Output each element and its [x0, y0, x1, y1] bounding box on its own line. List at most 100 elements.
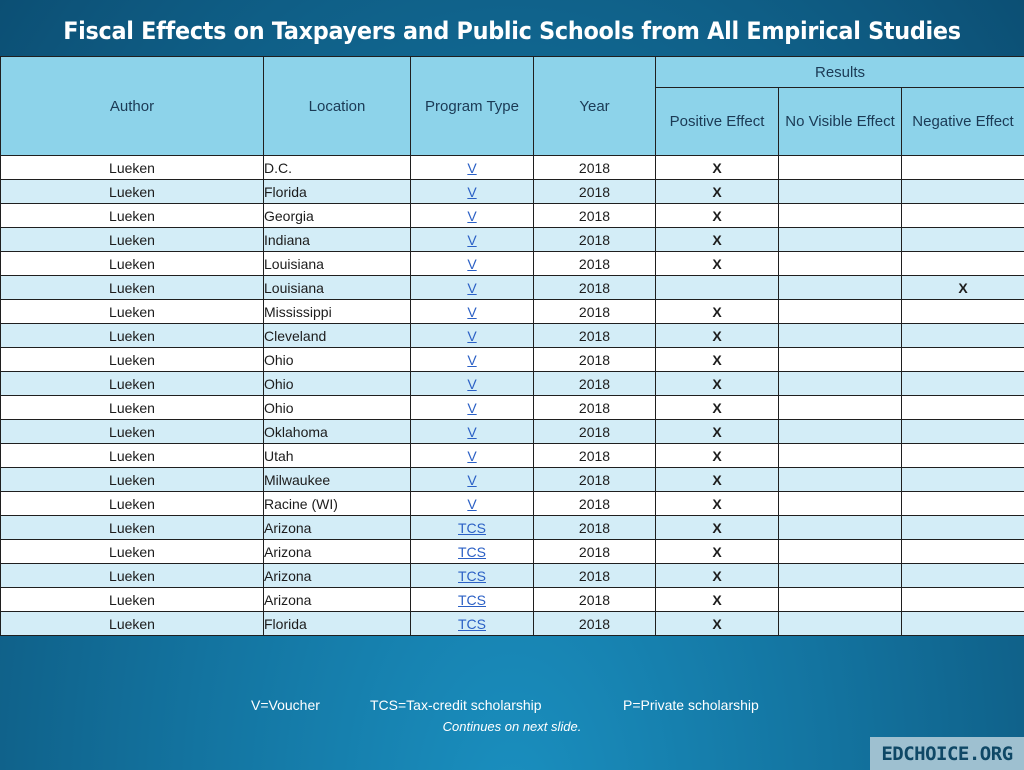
- table-row: Lueken Cleveland V 2018 X: [0, 323, 1024, 348]
- cell-program-type: V: [410, 491, 534, 516]
- cell-author: Lueken: [0, 443, 264, 468]
- cell-no-visible-effect: [778, 155, 902, 180]
- program-type-link[interactable]: V: [467, 303, 477, 320]
- cell-location: Milwaukee: [263, 467, 411, 492]
- cell-positive-effect: X: [655, 443, 779, 468]
- cell-positive-effect: X: [655, 515, 779, 540]
- table-row: Lueken Utah V 2018 X: [0, 443, 1024, 468]
- cell-no-visible-effect: [778, 227, 902, 252]
- cell-author: Lueken: [0, 563, 264, 588]
- program-type-link[interactable]: V: [467, 423, 477, 440]
- table-row: Lueken Arizona TCS 2018 X: [0, 515, 1024, 540]
- program-type-link[interactable]: V: [467, 327, 477, 344]
- cell-negative-effect: [900, 323, 1024, 348]
- table-row: Lueken Georgia V 2018 X: [0, 203, 1024, 228]
- cell-year: 2018: [533, 587, 656, 612]
- program-type-link[interactable]: V: [467, 183, 477, 200]
- table-row: Lueken Louisiana V 2018 X: [0, 251, 1024, 276]
- cell-no-visible-effect: [778, 515, 902, 540]
- cell-location: Racine (WI): [263, 491, 411, 516]
- table-row: Lueken Milwaukee V 2018 X: [0, 467, 1024, 492]
- cell-author: Lueken: [0, 155, 264, 180]
- cell-location: Louisiana: [263, 251, 411, 276]
- cell-year: 2018: [533, 275, 656, 300]
- cell-negative-effect: [900, 227, 1024, 252]
- program-type-link[interactable]: TCS: [458, 567, 486, 584]
- program-type-link[interactable]: TCS: [458, 615, 486, 632]
- cell-negative-effect: [900, 179, 1024, 204]
- cell-location: Mississippi: [263, 299, 411, 324]
- studies-table: Author Location Program Type Year Result…: [0, 56, 1024, 636]
- col-header-no-visible-effect: No Visible Effect: [778, 87, 902, 156]
- cell-year: 2018: [533, 491, 656, 516]
- program-type-link[interactable]: V: [467, 495, 477, 512]
- cell-no-visible-effect: [778, 371, 902, 396]
- cell-location: Arizona: [263, 515, 411, 540]
- cell-program-type: V: [410, 467, 534, 492]
- program-type-link[interactable]: V: [467, 255, 477, 272]
- program-type-link[interactable]: V: [467, 159, 477, 176]
- cell-author: Lueken: [0, 227, 264, 252]
- table-row: Lueken Mississippi V 2018 X: [0, 299, 1024, 324]
- cell-positive-effect: X: [655, 563, 779, 588]
- cell-location: Arizona: [263, 563, 411, 588]
- cell-positive-effect: X: [655, 347, 779, 372]
- program-type-link[interactable]: V: [467, 471, 477, 488]
- legend-private-scholarship: P=Private scholarship: [623, 697, 759, 713]
- program-type-link[interactable]: TCS: [458, 519, 486, 536]
- cell-year: 2018: [533, 371, 656, 396]
- program-type-link[interactable]: TCS: [458, 543, 486, 560]
- cell-program-type: V: [410, 179, 534, 204]
- cell-program-type: V: [410, 443, 534, 468]
- cell-year: 2018: [533, 227, 656, 252]
- program-type-link[interactable]: V: [467, 279, 477, 296]
- cell-author: Lueken: [0, 323, 264, 348]
- program-type-link[interactable]: V: [467, 207, 477, 224]
- cell-location: Ohio: [263, 347, 411, 372]
- table-row: Lueken D.C. V 2018 X: [0, 155, 1024, 180]
- cell-positive-effect: X: [655, 299, 779, 324]
- cell-year: 2018: [533, 515, 656, 540]
- cell-no-visible-effect: [778, 563, 902, 588]
- cell-positive-effect: X: [655, 611, 779, 636]
- cell-positive-effect: X: [655, 155, 779, 180]
- table-row: Lueken Indiana V 2018 X: [0, 227, 1024, 252]
- cell-location: Florida: [263, 179, 411, 204]
- program-type-link[interactable]: V: [467, 399, 477, 416]
- cell-no-visible-effect: [778, 179, 902, 204]
- cell-location: Oklahoma: [263, 419, 411, 444]
- program-type-link[interactable]: TCS: [458, 591, 486, 608]
- cell-negative-effect: [900, 563, 1024, 588]
- cell-positive-effect: X: [655, 371, 779, 396]
- cell-positive-effect: X: [655, 323, 779, 348]
- cell-year: 2018: [533, 443, 656, 468]
- table-row: Lueken Ohio V 2018 X: [0, 347, 1024, 372]
- program-type-link[interactable]: V: [467, 351, 477, 368]
- cell-author: Lueken: [0, 179, 264, 204]
- cell-positive-effect: X: [655, 227, 779, 252]
- cell-no-visible-effect: [778, 611, 902, 636]
- cell-program-type: TCS: [410, 539, 534, 564]
- program-type-link[interactable]: V: [467, 375, 477, 392]
- cell-author: Lueken: [0, 203, 264, 228]
- cell-negative-effect: [900, 539, 1024, 564]
- cell-negative-effect: [900, 155, 1024, 180]
- cell-positive-effect: X: [655, 395, 779, 420]
- program-type-link[interactable]: V: [467, 447, 477, 464]
- cell-no-visible-effect: [778, 587, 902, 612]
- cell-program-type: TCS: [410, 587, 534, 612]
- col-header-location: Location: [263, 56, 411, 156]
- continues-note: Continues on next slide.: [442, 719, 582, 734]
- cell-author: Lueken: [0, 611, 264, 636]
- cell-year: 2018: [533, 611, 656, 636]
- table-row: Lueken Florida V 2018 X: [0, 179, 1024, 204]
- cell-no-visible-effect: [778, 251, 902, 276]
- cell-negative-effect: [900, 371, 1024, 396]
- program-type-link[interactable]: V: [467, 231, 477, 248]
- cell-positive-effect: X: [655, 491, 779, 516]
- table-row: Lueken Oklahoma V 2018 X: [0, 419, 1024, 444]
- cell-negative-effect: [900, 587, 1024, 612]
- cell-program-type: V: [410, 419, 534, 444]
- legend-tax-credit-scholarship: TCS=Tax-credit scholarship: [370, 697, 542, 713]
- table-row: Lueken Ohio V 2018 X: [0, 371, 1024, 396]
